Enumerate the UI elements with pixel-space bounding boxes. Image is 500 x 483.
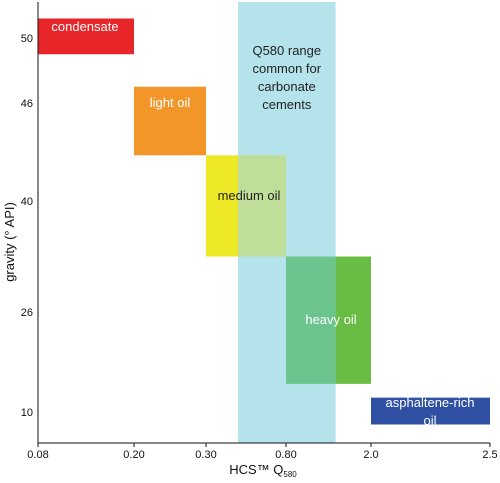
label-condensate: condensate [51, 19, 118, 34]
x-tick-label: 2.5 [482, 449, 497, 461]
x-axis-title-main: HCS™ Q [229, 462, 283, 477]
box-asphaltene-rich-oil [371, 397, 490, 425]
y-tick-label: 26 [21, 307, 33, 319]
label-asphaltene-rich-oil-line: asphaltene-rich [386, 395, 475, 410]
label-light-oil: light oil [150, 95, 191, 110]
label-medium-oil-line: medium oil [218, 188, 281, 203]
band-label: Q580 range common for carbonate cements [252, 43, 321, 112]
box-light-oil [134, 86, 206, 156]
label-heavy-oil-line: heavy oil [305, 312, 356, 327]
band-label-line: cements [262, 97, 312, 112]
label-condensate-line: condensate [51, 19, 118, 34]
label-asphaltene-rich-oil: asphaltene-rich oil [386, 395, 475, 428]
x-tick-label: 0.08 [27, 449, 48, 461]
label-medium-oil: medium oil [218, 188, 281, 203]
x-tick-label: 0.30 [195, 449, 216, 461]
label-heavy-oil: heavy oil [305, 312, 356, 327]
label-asphaltene-rich-oil-line: oil [423, 413, 436, 428]
y-tick-label: 46 [21, 98, 33, 110]
band-label-line: carbonate [258, 79, 316, 94]
x-tick-label: 0.20 [123, 449, 144, 461]
band-label-line: common for [252, 61, 321, 76]
band-label-line: Q580 range [252, 43, 321, 58]
x-axis-title-subscript: 580 [283, 470, 297, 479]
box-medium-oil-overlap [238, 155, 286, 257]
y-axis-title: gravity (° API) [2, 202, 17, 282]
y-tick-label: 10 [21, 407, 33, 419]
box-heavy-oil-overlap [286, 256, 336, 384]
y-tick-label: 50 [21, 33, 33, 45]
x-tick-label: 0.80 [275, 449, 296, 461]
x-axis-title: HCS™ Q580 [229, 462, 297, 479]
y-tick-label: 40 [21, 196, 33, 208]
label-light-oil-line: light oil [150, 95, 191, 110]
x-tick-label: 2.0 [363, 449, 378, 461]
box-condensate [38, 18, 134, 55]
